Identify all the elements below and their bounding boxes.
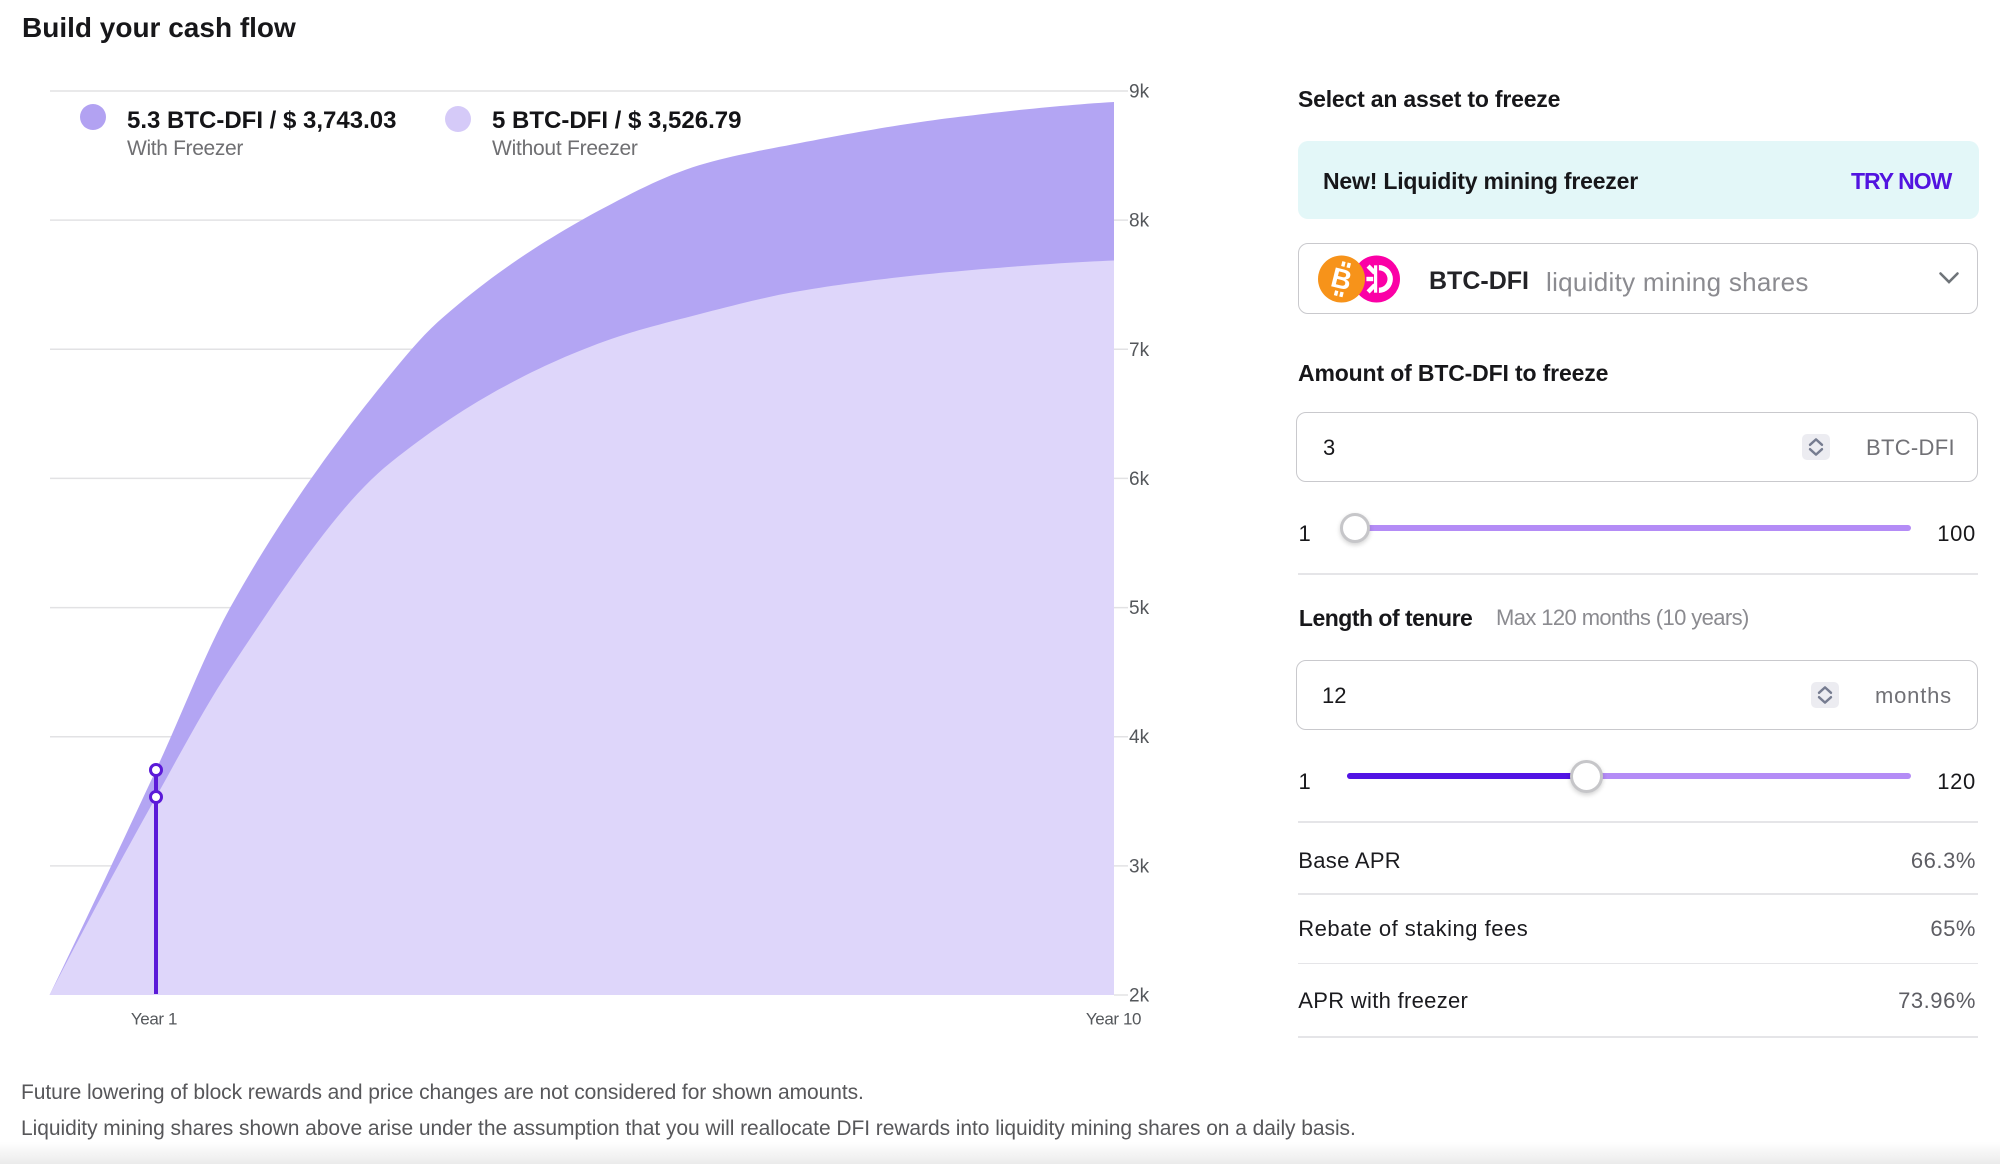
svg-text:9k: 9k	[1129, 82, 1150, 103]
svg-text:4k: 4k	[1129, 727, 1150, 748]
svg-text:Year 10: Year 10	[1086, 1010, 1141, 1029]
svg-text:Year 1: Year 1	[131, 1010, 177, 1029]
svg-text:3k: 3k	[1129, 856, 1150, 877]
svg-text:7k: 7k	[1129, 340, 1150, 361]
svg-text:6k: 6k	[1129, 469, 1150, 490]
svg-text:2k: 2k	[1129, 986, 1150, 1007]
svg-text:5k: 5k	[1129, 598, 1150, 619]
svg-text:8k: 8k	[1129, 211, 1150, 232]
